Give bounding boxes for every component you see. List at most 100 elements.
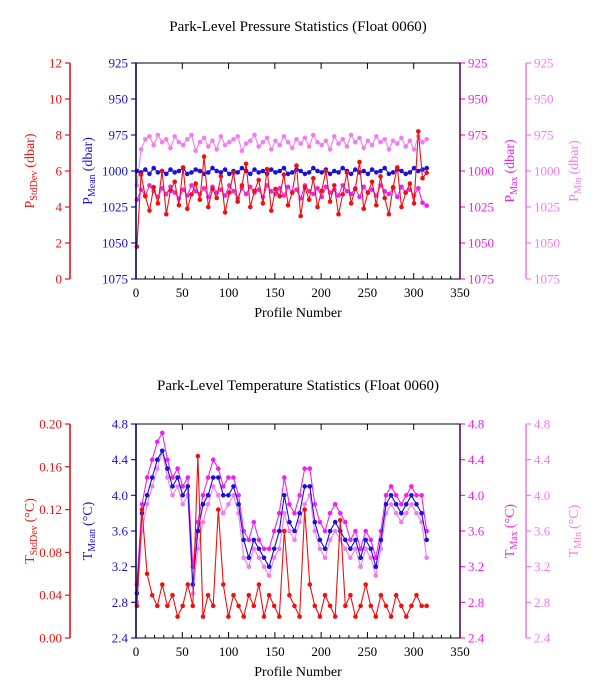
data-point [409, 493, 414, 498]
data-point [281, 134, 287, 139]
data-point [271, 546, 277, 552]
data-point [168, 188, 173, 194]
y-tick-label: 4.8 [112, 417, 128, 432]
data-point [266, 573, 272, 578]
data-point [236, 502, 241, 507]
x-axis-label: Profile Number [254, 306, 342, 321]
data-point [214, 147, 219, 152]
data-point [311, 132, 316, 138]
data-point [251, 537, 257, 543]
data-point [332, 519, 338, 525]
data-point [378, 139, 383, 145]
data-point [155, 201, 161, 206]
data-point [361, 206, 367, 212]
data-point [357, 194, 362, 200]
data-point [407, 138, 413, 144]
data-point [343, 603, 348, 609]
data-point [404, 510, 409, 516]
data-point [216, 507, 221, 512]
data-point [172, 190, 177, 195]
y-axis-title-symbol: P [503, 195, 518, 203]
y-tick-label: 1075 [534, 272, 560, 287]
data-point [403, 171, 409, 177]
data-point [155, 603, 160, 609]
data-point [227, 190, 232, 195]
y-tick-label: 0.12 [39, 502, 62, 517]
data-point [277, 546, 282, 552]
data-point [409, 484, 414, 489]
data-point [205, 592, 211, 598]
data-point [363, 528, 369, 534]
data-point [393, 502, 399, 507]
y-tick-label: 8 [56, 128, 63, 143]
data-point [287, 592, 292, 598]
data-point [403, 144, 409, 149]
data-point [292, 510, 297, 516]
data-point [302, 184, 308, 190]
data-point [420, 200, 425, 205]
data-point [311, 175, 316, 181]
data-point [144, 493, 150, 498]
y-axis-title: TMin (°C) [567, 504, 584, 557]
data-point [218, 134, 224, 139]
data-point [277, 614, 282, 619]
data-point [323, 138, 329, 144]
data-point [307, 582, 313, 587]
y-axis-title-symbol: P [567, 194, 582, 202]
data-point [147, 134, 152, 139]
data-point [236, 493, 241, 498]
data-point [218, 170, 224, 175]
data-point [164, 171, 169, 177]
data-point [168, 145, 173, 151]
data-point [197, 168, 203, 174]
data-point [312, 502, 318, 507]
data-point [340, 192, 346, 197]
data-point [231, 484, 236, 489]
y-tick-label: 6 [56, 164, 63, 179]
data-point [200, 519, 206, 525]
data-point [343, 519, 348, 525]
data-point [348, 171, 354, 177]
data-point [261, 564, 267, 569]
data-point [327, 603, 333, 609]
data-point [285, 202, 291, 208]
data-point [269, 208, 274, 213]
data-point [214, 168, 219, 174]
data-point [206, 204, 211, 210]
data-point [327, 171, 333, 177]
data-point [248, 184, 253, 190]
data-point [399, 135, 404, 141]
data-point [206, 170, 211, 175]
y-tick-label: 10 [49, 92, 62, 107]
data-point [222, 167, 228, 172]
data-point [235, 170, 240, 175]
data-point [369, 142, 375, 148]
data-point [292, 537, 297, 543]
data-point [248, 171, 253, 177]
data-point [348, 201, 354, 206]
y-tick-label: 2.8 [112, 595, 128, 610]
y-tick-label: 950 [109, 92, 129, 107]
data-point [317, 546, 323, 552]
temperature-axes-group: 0 50 100 150 200 250 300 350 0.00 0.04 0.08 0.12 0.1… [23, 417, 584, 660]
data-point [312, 519, 318, 525]
data-point [210, 603, 216, 609]
series-stddev [134, 129, 430, 249]
data-point [336, 211, 341, 217]
data-point [221, 493, 226, 498]
data-point [373, 564, 379, 569]
data-point [336, 193, 341, 198]
data-point [149, 457, 155, 463]
x-axis-label: Profile Number [254, 665, 342, 680]
data-point [281, 172, 287, 177]
data-point [368, 603, 374, 609]
data-point [399, 510, 404, 516]
y-axis-title-symbol: P [81, 197, 96, 205]
data-point [368, 546, 374, 552]
data-point [189, 183, 194, 188]
y-tick-label: 1050 [468, 236, 494, 251]
data-point [338, 510, 343, 516]
data-point [287, 519, 292, 525]
data-point [193, 181, 198, 186]
y-axis-title-unit: (°C) [23, 498, 38, 523]
